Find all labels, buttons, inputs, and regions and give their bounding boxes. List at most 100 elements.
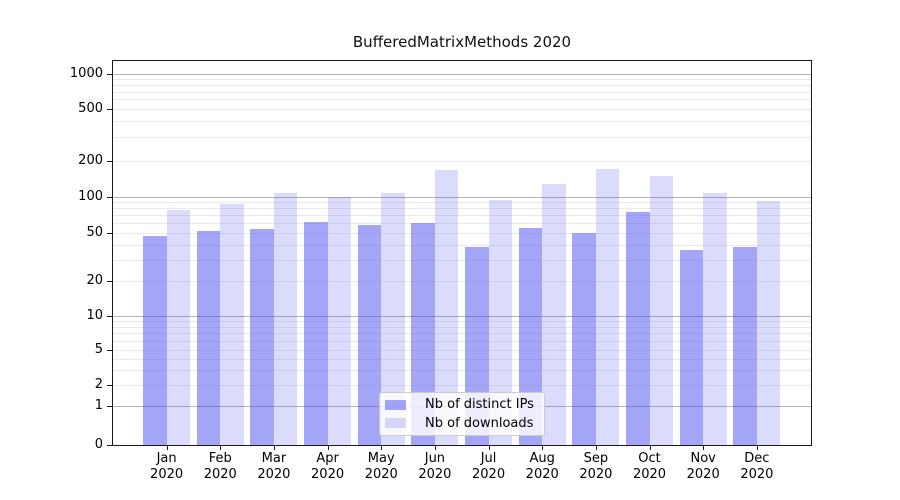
x-tick-label-mar: Mar 2020 [257, 451, 291, 482]
x-tick-label-nov: Nov 2020 [686, 451, 720, 482]
y-tick-label-20: 20 [86, 273, 103, 288]
grid-line-minor-400 [113, 121, 811, 122]
legend-item-distinct-ips: Nb of distinct IPs [385, 396, 540, 414]
bar-downloads-jul [488, 199, 513, 445]
grid-line-minor-500 [113, 109, 811, 110]
x-tick-label-jul: Jul 2020 [472, 451, 506, 482]
grid-line-minor-9 [113, 321, 811, 322]
legend: Nb of distinct IPs Nb of downloads [379, 392, 545, 436]
chart-title: BufferedMatrixMethods 2020 [352, 33, 572, 51]
x-tick-mark-nov [703, 446, 704, 450]
y-tick-label-500: 500 [78, 100, 103, 116]
x-tick-label-jan: Jan 2020 [150, 451, 184, 482]
bar-downloads-jun [434, 170, 459, 445]
x-tick-mark-feb [220, 446, 221, 450]
y-tick-label-10: 10 [86, 308, 103, 323]
x-tick-mark-aug [542, 446, 543, 450]
x-tick-mark-jan [167, 446, 168, 450]
grid-line-minor-90 [113, 202, 811, 203]
x-tick-label-oct: Oct 2020 [632, 451, 667, 482]
x-tick-label-sep: Sep 2020 [579, 451, 613, 482]
grid-line-minor-70 [113, 215, 811, 216]
x-tick-label-jun: Jun 2020 [418, 451, 452, 482]
y-tick-mark-0 [107, 445, 112, 446]
x-tick-label-aug: Aug 2020 [525, 451, 559, 482]
bar-distinct-ips-may [357, 225, 382, 445]
bar-downloads-dec [756, 200, 781, 445]
grid-line-minor-300 [113, 137, 811, 138]
y-tick-mark-1 [107, 406, 112, 407]
x-tick-mark-mar [274, 446, 275, 450]
bar-distinct-ips-jan [143, 236, 167, 445]
bar-distinct-ips-feb [196, 230, 221, 445]
x-tick-label-dec: Dec 2020 [740, 451, 774, 482]
legend-label-downloads: Nb of downloads [425, 415, 534, 431]
grid-line-minor-8 [113, 327, 811, 328]
bar-downloads-nov [703, 192, 727, 445]
x-tick-label-may: May 2020 [364, 451, 398, 482]
bar-distinct-ips-dec [733, 247, 757, 445]
grid-line-minor-200 [113, 161, 811, 162]
grid-line-minor-900 [113, 79, 811, 80]
y-tick-label-0: 0 [94, 437, 103, 452]
y-tick-mark-5 [107, 350, 112, 351]
y-tick-label-200: 200 [78, 152, 103, 168]
y-tick-label-50: 50 [86, 225, 103, 240]
y-tick-mark-100 [107, 197, 112, 198]
y-tick-mark-200 [107, 161, 112, 162]
y-tick-label-1: 1 [94, 398, 103, 413]
x-tick-mark-sep [596, 446, 597, 450]
grid-line-minor-3 [113, 370, 811, 371]
y-tick-label-1000: 1000 [69, 66, 103, 81]
bar-downloads-aug [542, 183, 566, 445]
grid-line-minor-40 [113, 245, 811, 246]
bar-downloads-jan [166, 209, 191, 445]
x-tick-mark-jul [489, 446, 490, 450]
y-tick-mark-20 [107, 281, 112, 282]
bar-downloads-may [381, 193, 405, 445]
x-tick-mark-jun [435, 446, 436, 450]
grid-line-major-1000 [113, 74, 811, 75]
x-tick-mark-dec [757, 446, 758, 450]
grid-line-major-10 [113, 316, 811, 317]
bar-downloads-oct [649, 176, 674, 445]
legend-swatch-downloads [385, 418, 406, 429]
grid-line-minor-4 [113, 359, 811, 360]
grid-line-minor-20 [113, 281, 811, 282]
bar-downloads-feb [220, 204, 244, 445]
x-tick-mark-may [381, 446, 382, 450]
grid-line-minor-50 [113, 233, 811, 234]
x-tick-mark-oct [650, 446, 651, 450]
y-tick-label-2: 2 [94, 377, 103, 392]
y-tick-mark-500 [107, 109, 112, 110]
y-tick-mark-2 [107, 385, 112, 386]
bar-downloads-apr [327, 196, 352, 445]
grid-line-minor-7 [113, 333, 811, 334]
bar-distinct-ips-mar [250, 228, 274, 445]
y-tick-label-5: 5 [94, 342, 103, 357]
x-tick-label-apr: Apr 2020 [311, 451, 345, 482]
legend-swatch-distinct-ips [385, 399, 406, 410]
y-tick-label-100: 100 [78, 188, 103, 204]
grid-line-minor-60 [113, 223, 811, 224]
y-tick-mark-10 [107, 316, 112, 317]
x-tick-label-feb: Feb 2020 [203, 451, 237, 482]
grid-line-minor-6 [113, 341, 811, 342]
bar-distinct-ips-sep [572, 233, 596, 445]
bar-distinct-ips-aug [518, 227, 543, 445]
bar-distinct-ips-jun [411, 222, 435, 445]
grid-line-minor-2 [113, 385, 811, 386]
plot-area [112, 60, 812, 446]
bar-downloads-sep [595, 168, 620, 445]
y-tick-mark-50 [107, 233, 112, 234]
grid-line-minor-30 [113, 260, 811, 261]
bar-distinct-ips-apr [304, 221, 328, 445]
bar-distinct-ips-nov [679, 250, 704, 445]
grid-line-major-100 [113, 197, 811, 198]
bar-distinct-ips-oct [626, 212, 650, 445]
bar-downloads-mar [273, 193, 298, 445]
legend-item-downloads: Nb of downloads [385, 414, 540, 432]
y-tick-mark-1000 [107, 74, 112, 75]
legend-label-distinct-ips: Nb of distinct IPs [425, 397, 534, 413]
